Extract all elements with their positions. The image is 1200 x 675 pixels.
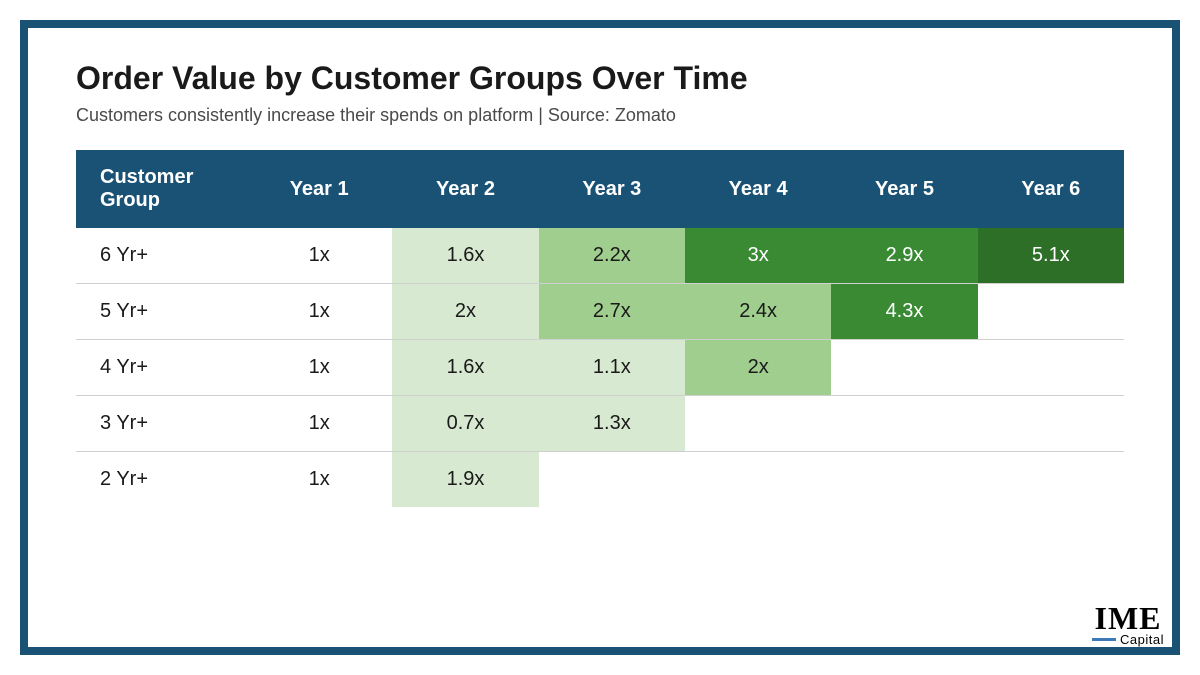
data-cell: 2x xyxy=(685,340,831,396)
data-cell xyxy=(831,452,977,508)
row-label-cell: 2 Yr+ xyxy=(76,452,246,508)
data-table-container: Customer Group Year 1 Year 2 Year 3 Year… xyxy=(76,150,1124,507)
table-header-cell: Year 6 xyxy=(978,150,1124,228)
logo-accent-line xyxy=(1092,638,1116,641)
data-cell xyxy=(685,452,831,508)
table-header-cell: Year 4 xyxy=(685,150,831,228)
data-cell: 0.7x xyxy=(392,396,538,452)
data-cell: 1x xyxy=(246,340,392,396)
data-cell: 1.1x xyxy=(539,340,685,396)
data-cell xyxy=(539,452,685,508)
table-row: 2 Yr+1x1.9x xyxy=(76,452,1124,508)
chart-title: Order Value by Customer Groups Over Time xyxy=(76,60,1124,97)
row-label-cell: 5 Yr+ xyxy=(76,284,246,340)
table-header-cell: Year 5 xyxy=(831,150,977,228)
table-header-cell: Year 3 xyxy=(539,150,685,228)
table-header-row: Customer Group Year 1 Year 2 Year 3 Year… xyxy=(76,150,1124,228)
data-cell xyxy=(685,396,831,452)
data-cell xyxy=(978,340,1124,396)
table-row: 6 Yr+1x1.6x2.2x3x2.9x5.1x xyxy=(76,228,1124,284)
data-cell: 2x xyxy=(392,284,538,340)
table-header-cell: Customer Group xyxy=(76,150,246,228)
logo-main-text: IME xyxy=(1092,602,1164,634)
data-cell: 1.3x xyxy=(539,396,685,452)
data-cell xyxy=(831,340,977,396)
data-cell: 1x xyxy=(246,452,392,508)
row-label-cell: 6 Yr+ xyxy=(76,228,246,284)
data-cell: 5.1x xyxy=(978,228,1124,284)
data-cell: 1.6x xyxy=(392,228,538,284)
table-row: 5 Yr+1x2x2.7x2.4x4.3x xyxy=(76,284,1124,340)
data-cell: 1.6x xyxy=(392,340,538,396)
data-cell: 1x xyxy=(246,284,392,340)
chart-subtitle: Customers consistently increase their sp… xyxy=(76,105,1124,126)
logo-sub-text: Capital xyxy=(1120,632,1164,647)
data-cell xyxy=(978,396,1124,452)
company-logo: IME Capital xyxy=(1092,602,1164,647)
table-row: 3 Yr+1x0.7x1.3x xyxy=(76,396,1124,452)
table-row: 4 Yr+1x1.6x1.1x2x xyxy=(76,340,1124,396)
data-cell: 3x xyxy=(685,228,831,284)
data-cell: 2.2x xyxy=(539,228,685,284)
table-header-cell: Year 2 xyxy=(392,150,538,228)
data-cell: 1x xyxy=(246,228,392,284)
data-cell: 4.3x xyxy=(831,284,977,340)
table-header-cell: Year 1 xyxy=(246,150,392,228)
data-cell: 2.7x xyxy=(539,284,685,340)
data-cell: 1.9x xyxy=(392,452,538,508)
data-table: Customer Group Year 1 Year 2 Year 3 Year… xyxy=(76,150,1124,507)
row-label-cell: 4 Yr+ xyxy=(76,340,246,396)
data-cell xyxy=(978,284,1124,340)
frame-border: Order Value by Customer Groups Over Time… xyxy=(20,20,1180,655)
data-cell: 1x xyxy=(246,396,392,452)
data-cell xyxy=(978,452,1124,508)
data-cell: 2.4x xyxy=(685,284,831,340)
data-cell xyxy=(831,396,977,452)
row-label-cell: 3 Yr+ xyxy=(76,396,246,452)
data-cell: 2.9x xyxy=(831,228,977,284)
